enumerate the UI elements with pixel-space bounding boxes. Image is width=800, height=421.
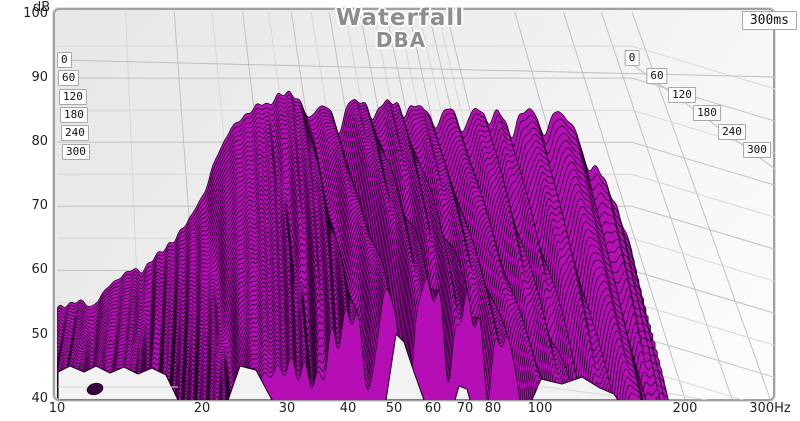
time-tick-right-240: 240 (718, 123, 746, 140)
time-tick-left-240: 240 (61, 125, 89, 142)
time-tick-right-300: 300 (743, 142, 771, 158)
chart-title: Waterfall (335, 5, 465, 31)
chart-subtitle: DBA (375, 28, 427, 52)
time-tick-left-180: 180 (60, 106, 88, 123)
x-tick-label-30: 30 (278, 401, 296, 416)
x-tick-label-40: 40 (339, 401, 357, 416)
x-tick-label-70: 70 (456, 401, 474, 416)
x-tick-label-80: 80 (484, 401, 502, 416)
time-tick-right-180: 180 (693, 105, 721, 122)
floor-gaps (57, 333, 619, 400)
x-tick-label-10: 10 (48, 401, 66, 416)
y-tick-label-60: 60 (31, 262, 48, 278)
y-tick-label-50: 50 (31, 326, 48, 342)
y-axis-unit-label: dB (33, 0, 51, 15)
x-tick-label-300: 300Hz (749, 401, 791, 416)
time-tick-right-120: 120 (668, 86, 696, 103)
y-tick-label-40: 40 (31, 390, 48, 406)
y-tick-label-70: 70 (31, 198, 48, 214)
time-tick-right-60: 60 (646, 68, 668, 85)
y-tick-label-80: 80 (31, 134, 48, 150)
plot-clip-group (57, 12, 775, 400)
time-tick-right-0: 0 (624, 50, 640, 66)
y-tick-label-90: 90 (31, 70, 48, 86)
x-tick-label-60: 60 (424, 401, 442, 416)
time-tick-left-120: 120 (59, 88, 87, 105)
x-tick-label-50: 50 (385, 401, 403, 416)
y-tick-label-100: 100 (23, 6, 48, 21)
x-tick-label-200: 200 (672, 401, 698, 416)
time-window-badge: 300ms (741, 11, 797, 30)
time-tick-left-60: 60 (58, 70, 80, 87)
time-tick-left-300: 300 (62, 143, 90, 160)
x-tick-label-20: 20 (193, 401, 211, 416)
time-tick-left-0: 0 (57, 52, 72, 68)
x-tick-label-100: 100 (527, 401, 553, 416)
